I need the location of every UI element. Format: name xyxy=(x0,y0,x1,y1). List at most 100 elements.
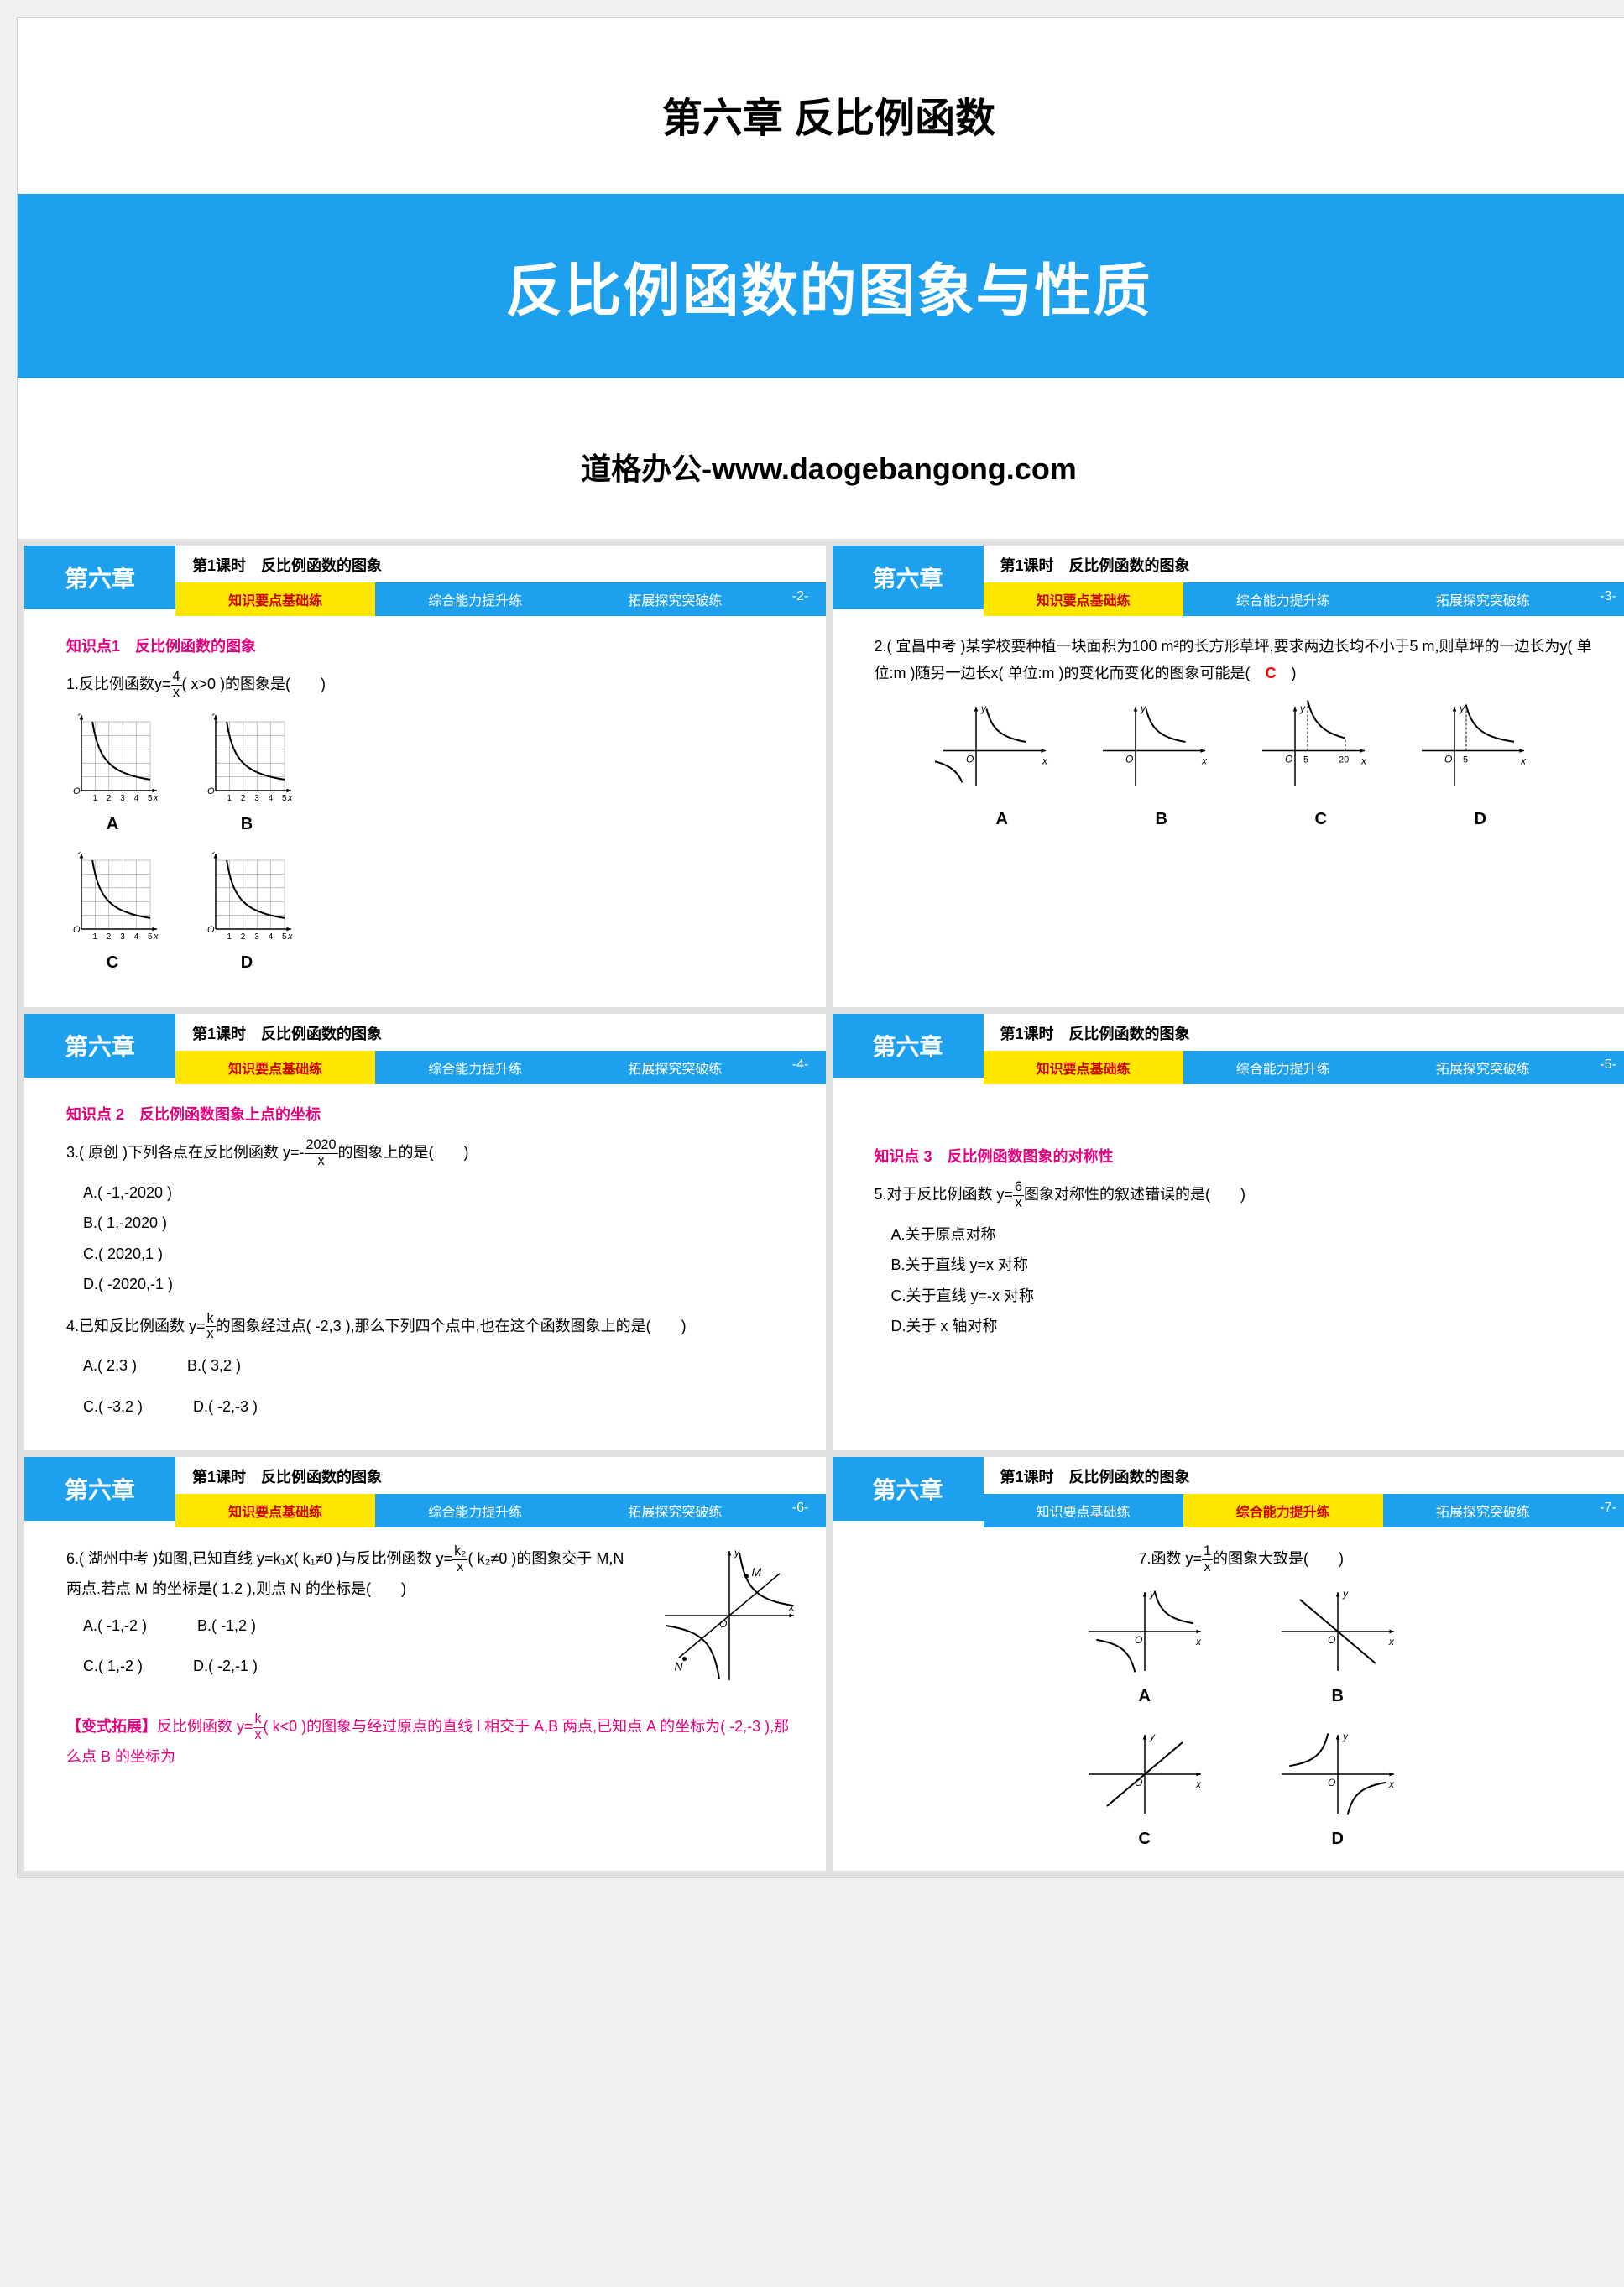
tab-ability[interactable]: 综合能力提升练 xyxy=(375,1494,575,1527)
chapter-title: 第六章 反比例函数 xyxy=(18,85,1624,144)
svg-text:1: 1 xyxy=(227,794,232,803)
page-number: -2- xyxy=(775,582,826,616)
svg-text:y: y xyxy=(77,852,84,854)
tab-knowledge[interactable]: 知识要点基础练 xyxy=(984,582,1183,616)
tab-extend[interactable]: 拓展探究突破练 xyxy=(575,582,775,616)
svg-text:5: 5 xyxy=(1463,755,1468,765)
option-C: C.( 1,-2 ) xyxy=(83,1653,143,1679)
svg-text:3: 3 xyxy=(254,932,259,942)
svg-text:4: 4 xyxy=(269,794,274,803)
tab-extend[interactable]: 拓展探究突破练 xyxy=(575,1051,775,1084)
slide-header: 第六章 第1课时 反比例函数的图象 知识要点基础练 综合能力提升练 拓展探究突破… xyxy=(24,1014,826,1084)
question-6-options: A.( -1,-2 ) B.( -1,2 ) xyxy=(83,1612,641,1639)
svg-text:4: 4 xyxy=(269,932,274,942)
tab-bar: 知识要点基础练 综合能力提升练 拓展探究突破练 -3- xyxy=(984,582,1624,616)
main-title: 反比例函数的图象与性质 xyxy=(34,244,1623,327)
svg-text:x: x xyxy=(287,793,293,803)
lesson-title: 第1课时 反比例函数的图象 xyxy=(984,1014,1624,1051)
svg-text:x: x xyxy=(788,1601,795,1613)
lesson-title: 第1课时 反比例函数的图象 xyxy=(175,1457,826,1494)
option-D: D.( -2,-3 ) xyxy=(193,1393,258,1420)
svg-text:y: y xyxy=(1342,1588,1349,1600)
svg-text:2: 2 xyxy=(241,932,246,942)
question-4-options: A.( 2,3 ) B.( 3,2 ) xyxy=(83,1352,801,1379)
option-A: A.关于原点对称 xyxy=(891,1221,1609,1248)
slide-6: 第六章 第1课时 反比例函数的图象 知识要点基础练 综合能力提升练 拓展探究突破… xyxy=(24,1457,826,1871)
svg-text:O: O xyxy=(73,925,81,935)
page-number: -6- xyxy=(775,1494,826,1527)
tab-extend[interactable]: 拓展探究突破练 xyxy=(1383,1494,1583,1527)
option-B: B.( -1,2 ) xyxy=(197,1612,256,1639)
chapter-label: 第六章 xyxy=(833,1014,984,1078)
lesson-title: 第1课时 反比例函数的图象 xyxy=(175,1014,826,1051)
svg-text:O: O xyxy=(1285,753,1292,765)
tab-bar: 知识要点基础练 综合能力提升练 拓展探究突破练 -7- xyxy=(984,1494,1624,1527)
mn-graph: OxyMN xyxy=(658,1544,801,1695)
tab-knowledge[interactable]: 知识要点基础练 xyxy=(175,1051,375,1084)
svg-text:O: O xyxy=(719,1618,727,1630)
question-4-options-row2: C.( -3,2 ) D.( -2,-3 ) xyxy=(83,1393,801,1420)
question-3-options: A.( -1,-2020 ) B.( 1,-2020 ) C.( 2020,1 … xyxy=(83,1179,801,1298)
tab-ability[interactable]: 综合能力提升练 xyxy=(375,1051,575,1084)
option-B: B.( 3,2 ) xyxy=(187,1352,241,1379)
tab-ability[interactable]: 综合能力提升练 xyxy=(1183,1494,1383,1527)
slide-5: 第六章 第1课时 反比例函数的图象 知识要点基础练 综合能力提升练 拓展探究突破… xyxy=(833,1014,1624,1450)
title-banner: 反比例函数的图象与性质 xyxy=(18,194,1624,378)
title-slide: 第六章 反比例函数 反比例函数的图象与性质 道格办公-www.daogebang… xyxy=(18,18,1624,539)
svg-text:20: 20 xyxy=(1339,755,1349,765)
question-1: 1.反比例函数y=4x( x>0 )的图象是( ) xyxy=(66,670,801,701)
tab-knowledge[interactable]: 知识要点基础练 xyxy=(175,1494,375,1527)
svg-text:y: y xyxy=(1299,702,1306,714)
tab-extend[interactable]: 拓展探究突破练 xyxy=(575,1494,775,1527)
tab-knowledge[interactable]: 知识要点基础练 xyxy=(984,1494,1183,1527)
svg-text:y: y xyxy=(1459,702,1465,714)
svg-text:5: 5 xyxy=(148,794,153,803)
variant-question: 【变式拓展】反比例函数 y=kx( k<0 )的图象与经过原点的直线 l 相交于… xyxy=(66,1712,801,1770)
svg-text:O: O xyxy=(1125,753,1133,765)
knowledge-point-1: 知识点1 反比例函数的图象 xyxy=(66,633,801,660)
tab-extend[interactable]: 拓展探究突破练 xyxy=(1383,1051,1583,1084)
svg-text:5: 5 xyxy=(282,932,287,942)
tab-bar: 知识要点基础练 综合能力提升练 拓展探究突破练 -5- xyxy=(984,1051,1624,1084)
option-A: A.( -1,-2 ) xyxy=(83,1612,147,1639)
graph-option-B: Oxy B xyxy=(1275,1585,1401,1711)
tab-extend[interactable]: 拓展探究突破练 xyxy=(1383,582,1583,616)
svg-text:x: x xyxy=(287,932,293,942)
tab-bar: 知识要点基础练 综合能力提升练 拓展探究突破练 -4- xyxy=(175,1051,826,1084)
svg-text:y: y xyxy=(211,713,218,716)
graph-row-1: O12345xy A O12345xy B xyxy=(66,713,801,839)
tab-knowledge[interactable]: 知识要点基础练 xyxy=(984,1051,1183,1084)
tab-knowledge[interactable]: 知识要点基础练 xyxy=(175,582,375,616)
option-D: D.( -2020,-1 ) xyxy=(83,1271,801,1298)
slide-2: 第六章 第1课时 反比例函数的图象 知识要点基础练 综合能力提升练 拓展探究突破… xyxy=(24,546,826,1007)
option-A: A.( -1,-2020 ) xyxy=(83,1179,801,1206)
tab-ability[interactable]: 综合能力提升练 xyxy=(375,582,575,616)
svg-text:1: 1 xyxy=(227,932,232,942)
graph-row-2: O12345xy C O12345xy D xyxy=(66,852,801,978)
tab-bar: 知识要点基础练 综合能力提升练 拓展探究突破练 -6- xyxy=(175,1494,826,1527)
svg-text:1: 1 xyxy=(92,932,97,942)
graph-option-A: Oxy A xyxy=(1082,1585,1208,1711)
option-B: B.( 1,-2020 ) xyxy=(83,1209,801,1236)
slide-7: 第六章 第1课时 反比例函数的图象 知识要点基础练 综合能力提升练 拓展探究突破… xyxy=(833,1457,1624,1871)
svg-text:2: 2 xyxy=(107,794,112,803)
svg-text:y: y xyxy=(211,852,218,854)
svg-text:x: x xyxy=(1195,1778,1202,1790)
svg-text:O: O xyxy=(966,753,974,765)
page-number: -7- xyxy=(1583,1494,1624,1527)
chapter-label: 第六章 xyxy=(833,546,984,609)
chapter-label: 第六章 xyxy=(24,1457,175,1521)
graph-option-B: Oxy B xyxy=(1094,700,1229,834)
slide-header: 第六章 第1课时 反比例函数的图象 知识要点基础练 综合能力提升练 拓展探究突破… xyxy=(833,1457,1624,1527)
svg-text:y: y xyxy=(980,702,987,714)
tab-ability[interactable]: 综合能力提升练 xyxy=(1183,582,1383,616)
question-3: 3.( 原创 )下列各点在反比例函数 y=-2020x的图象上的是( ) xyxy=(66,1138,801,1169)
svg-text:O: O xyxy=(1135,1634,1142,1646)
svg-text:O: O xyxy=(207,925,215,935)
graph-option-C: Oxy C xyxy=(1082,1728,1208,1854)
svg-text:y: y xyxy=(734,1547,740,1559)
svg-text:x: x xyxy=(1195,1636,1202,1647)
tab-ability[interactable]: 综合能力提升练 xyxy=(1183,1051,1383,1084)
chapter-label: 第六章 xyxy=(833,1457,984,1521)
svg-text:2: 2 xyxy=(241,794,246,803)
